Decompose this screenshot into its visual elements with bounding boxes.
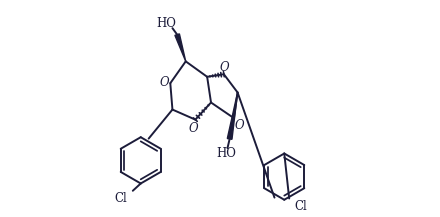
- Text: Cl: Cl: [115, 192, 128, 205]
- Text: HO: HO: [216, 147, 236, 160]
- Polygon shape: [175, 34, 186, 61]
- Text: O: O: [220, 61, 229, 74]
- Text: O: O: [159, 76, 169, 89]
- Text: HO: HO: [156, 17, 176, 30]
- Polygon shape: [227, 92, 238, 139]
- Text: Cl: Cl: [295, 200, 308, 213]
- Text: O: O: [235, 119, 244, 132]
- Text: O: O: [188, 122, 198, 135]
